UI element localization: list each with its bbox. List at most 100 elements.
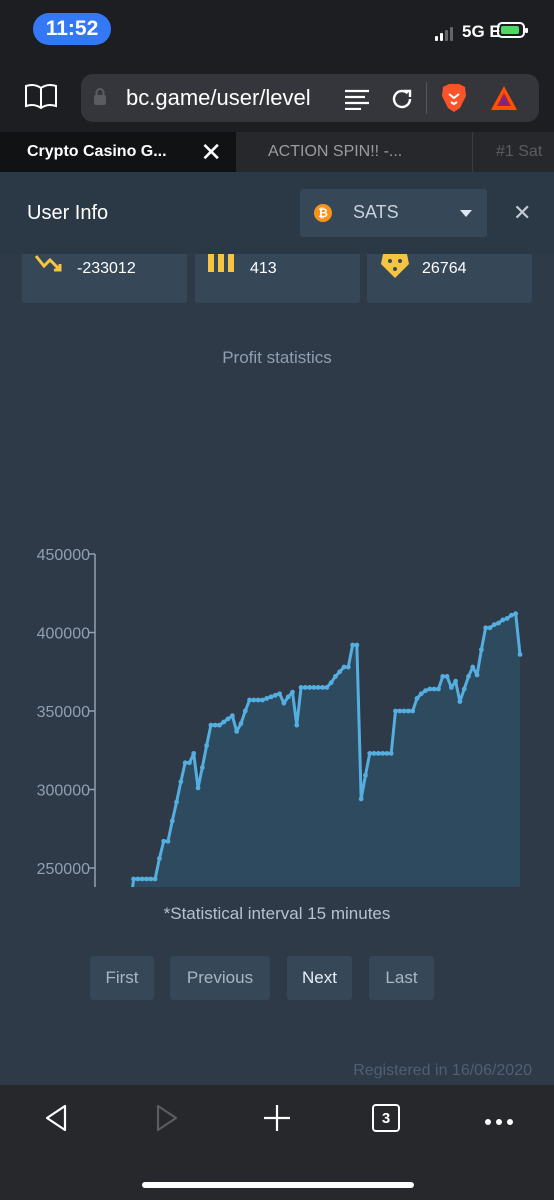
- stat-card-bets: 26764: [367, 254, 532, 303]
- data-point: [178, 779, 184, 785]
- data-point: [174, 799, 179, 805]
- y-tick-label: 350000: [37, 704, 90, 721]
- data-point: [324, 685, 330, 690]
- trend-down-icon: [34, 254, 64, 281]
- close-icon[interactable]: ✕: [513, 200, 532, 225]
- data-point: [195, 785, 201, 791]
- data-point: [509, 612, 514, 618]
- data-point: [208, 722, 214, 728]
- data-point: [251, 697, 257, 703]
- tabs-count-icon[interactable]: 3: [372, 1104, 400, 1132]
- data-point: [431, 686, 437, 692]
- address-bar[interactable]: bc.game/user/level: [81, 74, 539, 122]
- data-point: [307, 685, 313, 690]
- data-point: [410, 708, 416, 714]
- data-point: [131, 876, 137, 882]
- lock-icon: [93, 88, 107, 111]
- data-point: [354, 642, 360, 648]
- new-tab-icon[interactable]: [262, 1103, 292, 1138]
- data-point: [371, 750, 377, 756]
- battery-icon: [497, 22, 528, 38]
- data-point: [418, 691, 424, 697]
- browser-toolbar: bc.game/user/level: [0, 60, 554, 132]
- data-point: [414, 696, 420, 701]
- data-point: [333, 674, 338, 679]
- y-tick-label: 300000: [37, 783, 90, 800]
- data-point: [294, 722, 300, 728]
- chart-note: *Statistical interval 15 minutes: [163, 904, 391, 923]
- data-point: [144, 876, 149, 882]
- dice-icon: [379, 254, 411, 285]
- data-point: [427, 686, 433, 692]
- data-point: [487, 625, 493, 631]
- stat-value-wins: 413: [250, 260, 277, 277]
- data-point: [461, 686, 467, 692]
- data-point: [298, 685, 304, 690]
- data-point: [255, 697, 261, 703]
- brave-shields-icon[interactable]: [440, 82, 468, 119]
- data-point: [311, 685, 317, 690]
- modal-header: User Info ₿ SATS ✕: [0, 172, 554, 254]
- back-icon[interactable]: [42, 1103, 70, 1138]
- y-tick-label: 450000: [37, 547, 90, 564]
- data-point: [363, 772, 368, 778]
- tab-sat[interactable]: #1 Sat: [473, 132, 554, 172]
- profit-chart: 1500002000002500003000003500004000004500…: [37, 547, 523, 887]
- data-point: [264, 696, 270, 701]
- next-page-button[interactable]: Next: [287, 956, 352, 1000]
- currency-label: SATS: [353, 202, 399, 222]
- url-text[interactable]: bc.game/user/level: [126, 85, 311, 110]
- forward-icon[interactable]: [153, 1103, 181, 1138]
- bookmarks-icon[interactable]: [24, 82, 58, 115]
- data-point: [242, 708, 248, 714]
- data-point: [436, 686, 441, 692]
- tab-divider: [472, 132, 473, 172]
- data-point: [448, 685, 454, 690]
- close-tab-icon[interactable]: ✕: [200, 136, 222, 167]
- data-point: [478, 647, 484, 653]
- data-point: [199, 765, 205, 770]
- bitcoin-icon: ₿: [314, 204, 332, 222]
- reload-icon[interactable]: [388, 85, 416, 118]
- data-point: [470, 664, 476, 670]
- data-point: [380, 750, 386, 756]
- reader-mode-icon[interactable]: [343, 88, 371, 115]
- data-point: [397, 708, 403, 714]
- tab-crypto-casino[interactable]: Crypto Casino G... ✕: [0, 132, 236, 172]
- tab-action-spin[interactable]: ACTION SPIN!! -...: [236, 132, 472, 172]
- data-point: [320, 685, 325, 690]
- more-options-icon[interactable]: [484, 1113, 514, 1131]
- data-point: [513, 611, 519, 617]
- tab-label: Crypto Casino G...: [27, 143, 167, 160]
- data-point: [350, 642, 355, 648]
- chevron-down-icon: [460, 210, 472, 217]
- data-point: [281, 700, 287, 706]
- data-point: [315, 685, 321, 690]
- last-page-button[interactable]: Last: [369, 956, 434, 1000]
- y-tick-label: 400000: [37, 626, 90, 643]
- first-page-button[interactable]: First: [90, 956, 154, 1000]
- brave-rewards-icon[interactable]: [489, 84, 519, 117]
- data-point: [212, 722, 218, 728]
- browser-bottom-bar: 3: [0, 1085, 554, 1200]
- tab-label: #1 Sat: [496, 143, 543, 160]
- data-point: [169, 818, 175, 824]
- data-point: [328, 680, 334, 686]
- data-point: [135, 876, 141, 882]
- data-point: [247, 697, 252, 703]
- data-point: [285, 694, 291, 700]
- data-point: [148, 876, 154, 882]
- data-point: [474, 672, 480, 678]
- data-point: [229, 713, 235, 719]
- data-point: [139, 876, 145, 882]
- data-point: [405, 708, 411, 714]
- data-point: [221, 719, 227, 725]
- data-point: [152, 876, 158, 882]
- data-point: [290, 689, 295, 695]
- data-point: [393, 708, 398, 714]
- currency-select[interactable]: ₿ SATS: [300, 189, 487, 237]
- data-point: [367, 750, 373, 756]
- data-point: [384, 750, 390, 756]
- signal-icon: [435, 27, 453, 41]
- previous-page-button[interactable]: Previous: [170, 956, 270, 1000]
